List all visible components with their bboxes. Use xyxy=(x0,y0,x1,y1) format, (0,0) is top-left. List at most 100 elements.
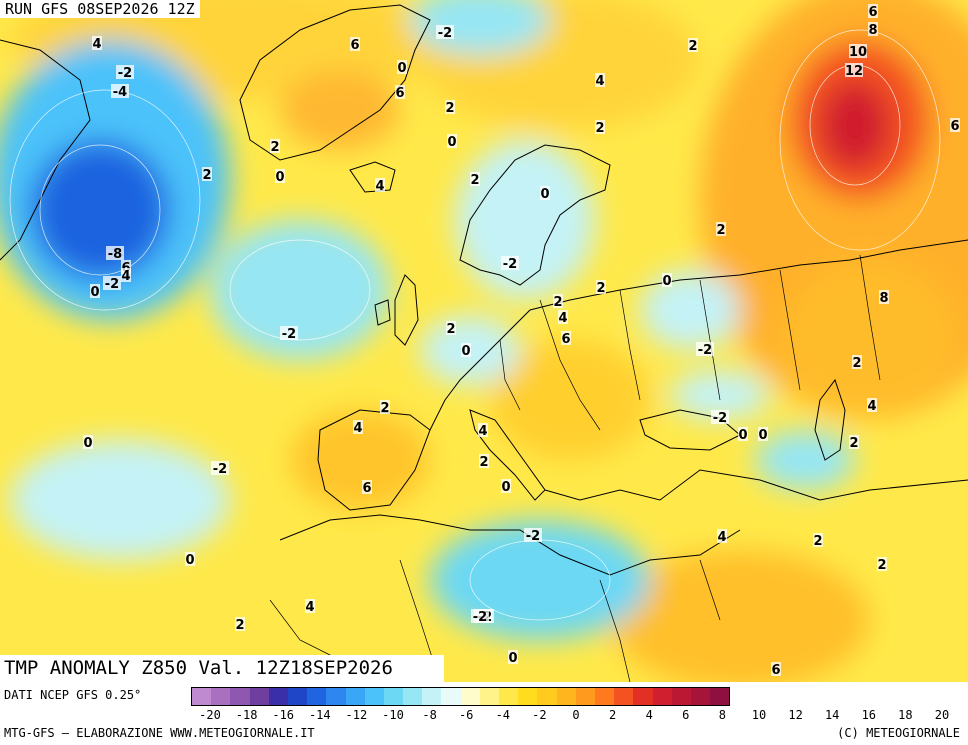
label-background xyxy=(446,321,456,335)
scale-tick-label: 6 xyxy=(682,708,690,722)
label-background xyxy=(90,284,100,298)
anomaly-value-label: 2 xyxy=(470,173,479,188)
label-background xyxy=(849,44,867,58)
label-background xyxy=(508,650,518,664)
anomaly-value-label: 2 xyxy=(446,322,455,337)
label-background xyxy=(395,85,405,99)
anomaly-value-label: 0 xyxy=(275,170,284,185)
anomaly-value-label: 6 xyxy=(771,663,780,678)
color-swatch xyxy=(230,688,250,705)
label-background xyxy=(950,118,960,132)
color-swatch xyxy=(633,688,653,705)
anomaly-value-label: -2 xyxy=(213,462,227,477)
anomaly-value-label: 0 xyxy=(447,135,456,150)
label-background xyxy=(235,617,245,631)
label-background xyxy=(445,100,455,114)
temperature-anomaly-map: -2-44606-2222022402-2-8640-2681012642002… xyxy=(0,0,968,682)
label-background xyxy=(362,480,372,494)
anomaly-value-label: -2 xyxy=(473,610,487,625)
anomaly-value-label: 2 xyxy=(813,534,822,549)
color-swatch xyxy=(537,688,557,705)
color-swatch xyxy=(345,688,365,705)
run-info: RUN GFS 08SEP2026 12Z xyxy=(0,0,200,18)
color-scale-bar xyxy=(191,687,731,706)
anomaly-value-label: 4 xyxy=(867,399,876,414)
label-background xyxy=(595,73,605,87)
anomaly-value-label: 2 xyxy=(596,281,605,296)
label-background xyxy=(877,557,887,571)
anomaly-value-label: 4 xyxy=(478,424,487,439)
anomaly-value-label: 0 xyxy=(397,61,406,76)
label-background xyxy=(116,65,134,79)
label-background xyxy=(447,134,457,148)
anomaly-value-label: 10 xyxy=(849,45,867,60)
label-background xyxy=(879,290,889,304)
map-title: TMP ANOMALY Z850 Val. 12Z18SEP2026 xyxy=(0,655,444,682)
anomaly-value-label: 2 xyxy=(202,168,211,183)
anomaly-value-label: 2 xyxy=(380,401,389,416)
anomaly-value-label: -2 xyxy=(503,257,517,272)
label-background xyxy=(596,280,606,294)
anomaly-value-label: 2 xyxy=(849,436,858,451)
label-background xyxy=(716,222,726,236)
anomaly-value-label: 4 xyxy=(305,600,314,615)
label-background xyxy=(185,552,195,566)
color-swatch xyxy=(575,688,595,705)
anomaly-value-label: 0 xyxy=(90,285,99,300)
anomaly-value-label: 8 xyxy=(868,23,877,38)
anomaly-value-label: 8 xyxy=(879,291,888,306)
anomaly-value-label: 2 xyxy=(270,140,279,155)
label-background xyxy=(662,273,672,287)
color-swatch xyxy=(499,688,519,705)
anomaly-value-label: 0 xyxy=(83,436,92,451)
scale-tick-label: -16 xyxy=(272,708,295,722)
anomaly-value-label: -2 xyxy=(105,277,119,292)
scale-tick-label: -6 xyxy=(458,708,474,722)
label-background xyxy=(270,139,280,153)
anomaly-value-label: 4 xyxy=(353,421,362,436)
label-background xyxy=(696,342,714,356)
anomaly-value-label: 2 xyxy=(553,295,562,310)
label-background xyxy=(471,609,489,623)
color-swatch xyxy=(403,688,423,705)
scale-tick-label: 18 xyxy=(898,708,913,722)
anomaly-value-label: -2 xyxy=(438,26,452,41)
color-swatch xyxy=(479,688,499,705)
scale-tick-label: 2 xyxy=(608,708,617,722)
label-background xyxy=(305,599,315,613)
scale-tick-label: 16 xyxy=(861,708,877,722)
label-background xyxy=(867,398,877,412)
anomaly-value-label: 6 xyxy=(395,86,404,101)
anomaly-value-label: 0 xyxy=(501,480,510,495)
label-background xyxy=(501,479,511,493)
label-background xyxy=(436,25,454,39)
color-swatch xyxy=(518,688,538,705)
anomaly-value-label: -4 xyxy=(113,85,127,100)
label-background xyxy=(758,427,768,441)
label-background xyxy=(461,343,471,357)
label-background xyxy=(375,178,385,192)
scale-tick-label: 14 xyxy=(824,708,840,722)
color-swatch xyxy=(422,688,442,705)
anomaly-value-label: 0 xyxy=(738,428,747,443)
anomaly-value-label: 4 xyxy=(375,179,384,194)
label-background xyxy=(540,186,550,200)
scale-tick-label: 20 xyxy=(934,708,950,722)
label-background xyxy=(470,172,480,186)
anomaly-value-label: 6 xyxy=(561,332,570,347)
scale-tick-label: -18 xyxy=(235,708,258,722)
color-swatch xyxy=(556,688,576,705)
label-background xyxy=(868,22,878,36)
label-background xyxy=(275,169,285,183)
label-background xyxy=(202,167,212,181)
label-background xyxy=(397,60,407,74)
anomaly-value-label: 4 xyxy=(558,311,567,326)
label-background xyxy=(121,260,131,274)
color-swatch xyxy=(211,688,231,705)
anomaly-value-label: -2 xyxy=(713,411,727,426)
scale-tick-label: 4 xyxy=(645,708,653,722)
label-background xyxy=(849,435,859,449)
color-swatch xyxy=(652,688,672,705)
label-background xyxy=(717,529,727,543)
color-swatch xyxy=(594,688,615,705)
